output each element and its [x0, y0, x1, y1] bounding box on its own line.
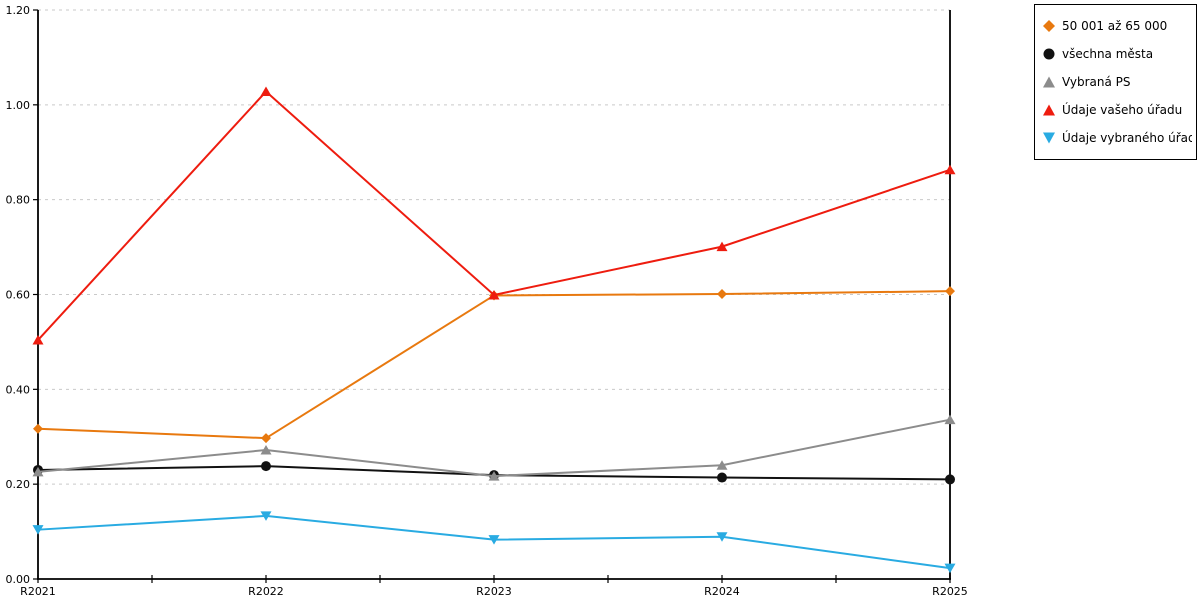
legend-item: Údaje vašeho úřadu	[1043, 96, 1192, 124]
svg-text:R2022: R2022	[248, 585, 284, 598]
svg-text:R2023: R2023	[476, 585, 512, 598]
svg-text:R2021: R2021	[20, 585, 56, 598]
legend-label: Údaje vašeho úřadu	[1062, 103, 1183, 117]
diamond-icon	[1043, 20, 1055, 32]
legend-item: 50 001 až 65 000	[1043, 12, 1192, 40]
legend-item: Vybraná PS	[1043, 68, 1192, 96]
svg-text:1.00: 1.00	[6, 99, 31, 112]
legend-label: 50 001 až 65 000	[1062, 19, 1168, 33]
legend-item: všechna města	[1043, 40, 1192, 68]
triangle-up-icon	[1043, 76, 1055, 88]
legend-label: všechna města	[1062, 47, 1154, 61]
svg-text:0.60: 0.60	[6, 289, 31, 302]
legend-label: Vybraná PS	[1062, 75, 1131, 89]
triangle-up-icon	[1043, 104, 1055, 116]
svg-text:R2025: R2025	[932, 585, 968, 598]
line-chart: 0.00 0.20 0.40 0.60 0.80 1.00 1.20 R2021 R2022 R2…	[6, 4, 968, 598]
legend-label: Údaje vybraného úřadu	[1062, 131, 1192, 145]
svg-text:1.20: 1.20	[6, 4, 31, 17]
legend-item: Údaje vybraného úřadu	[1043, 124, 1192, 152]
circle-icon	[1043, 48, 1055, 60]
svg-text:0.80: 0.80	[6, 194, 31, 207]
svg-text:0.20: 0.20	[6, 478, 31, 491]
svg-text:R2024: R2024	[704, 585, 740, 598]
chart-legend: 50 001 až 65 000 všechna města Vybraná P…	[1034, 4, 1197, 160]
svg-text:0.40: 0.40	[6, 383, 31, 396]
triangle-down-icon	[1043, 132, 1055, 144]
svg-text:0.00: 0.00	[6, 573, 31, 586]
